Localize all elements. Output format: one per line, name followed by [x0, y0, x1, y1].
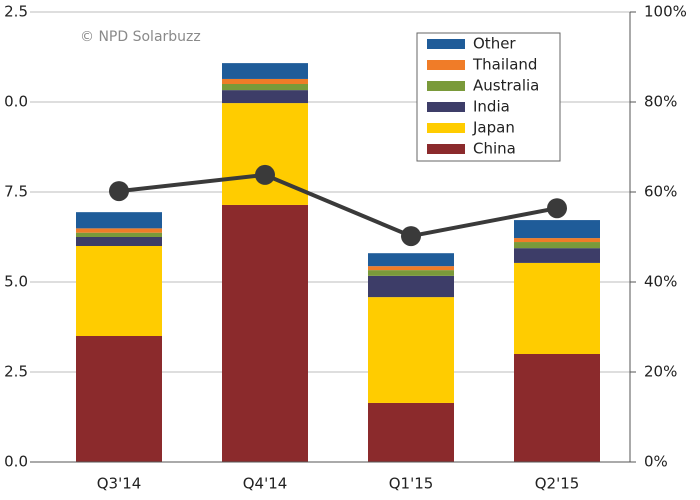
bar-segment	[514, 238, 600, 243]
bar-segment	[76, 336, 162, 462]
legend-swatch	[427, 102, 465, 112]
y-tick-label: 7.5	[4, 183, 28, 201]
y2-tick-label: 100%	[644, 3, 687, 21]
bar-segment	[368, 266, 454, 271]
x-tick-label: Q3'14	[97, 475, 142, 493]
legend-box	[416, 32, 561, 162]
y-tick-label: 5.0	[4, 273, 28, 291]
bar-segment	[368, 275, 454, 298]
x-tick-label: Q4'14	[243, 475, 288, 493]
bar-segment	[76, 246, 162, 336]
y-tick-label: 0.0	[4, 93, 28, 111]
share-marker	[401, 226, 421, 247]
bar-segment	[222, 84, 308, 91]
legend-label: Thailand	[472, 56, 537, 74]
share-line	[118, 172, 558, 239]
bar-segment	[76, 212, 162, 229]
bar-segment	[368, 402, 454, 462]
legend-label: Japan	[472, 119, 515, 137]
share-marker	[255, 164, 275, 185]
bar-segment	[514, 242, 600, 249]
share-marker	[109, 181, 129, 202]
legend-label: Australia	[473, 77, 539, 95]
y-tick-label: 2.5	[4, 3, 28, 21]
x-tick-label: Q2'15	[535, 475, 580, 493]
y2-tick-label: 0%	[644, 453, 668, 471]
bar-segment	[368, 270, 454, 276]
y2-tick-label: 60%	[644, 183, 677, 201]
bar-segment	[76, 237, 162, 246]
y-tick-label: 2.5	[4, 363, 28, 381]
y-tick-label: 0.0	[4, 453, 28, 471]
bar-segment	[514, 354, 600, 462]
bar-segment	[222, 63, 308, 79]
bar-segment	[76, 232, 162, 237]
legend-swatch	[427, 39, 465, 49]
legend-swatch	[427, 144, 465, 154]
legend-swatch	[427, 123, 465, 133]
bar-segment	[222, 78, 308, 84]
bar-segment	[514, 248, 600, 263]
y2-tick-label: 20%	[644, 363, 677, 381]
bar-segment	[368, 297, 454, 403]
legend-swatch	[427, 81, 465, 91]
y2-tick-label: 80%	[644, 93, 677, 111]
bar-segment	[76, 228, 162, 233]
bar-segment	[222, 204, 308, 462]
legend-label: India	[473, 98, 510, 116]
legend-label: China	[473, 140, 516, 158]
legend-label: Other	[473, 35, 516, 53]
legend-swatch	[427, 60, 465, 70]
share-marker	[547, 198, 567, 219]
bar-segment	[222, 90, 308, 104]
bar-segment	[514, 262, 600, 354]
x-tick-label: Q1'15	[389, 475, 434, 493]
annotation: © NPD Solarbuzz	[80, 29, 201, 45]
y2-tick-label: 40%	[644, 273, 677, 291]
bar-segment	[368, 253, 454, 267]
bar-segment	[514, 220, 600, 239]
